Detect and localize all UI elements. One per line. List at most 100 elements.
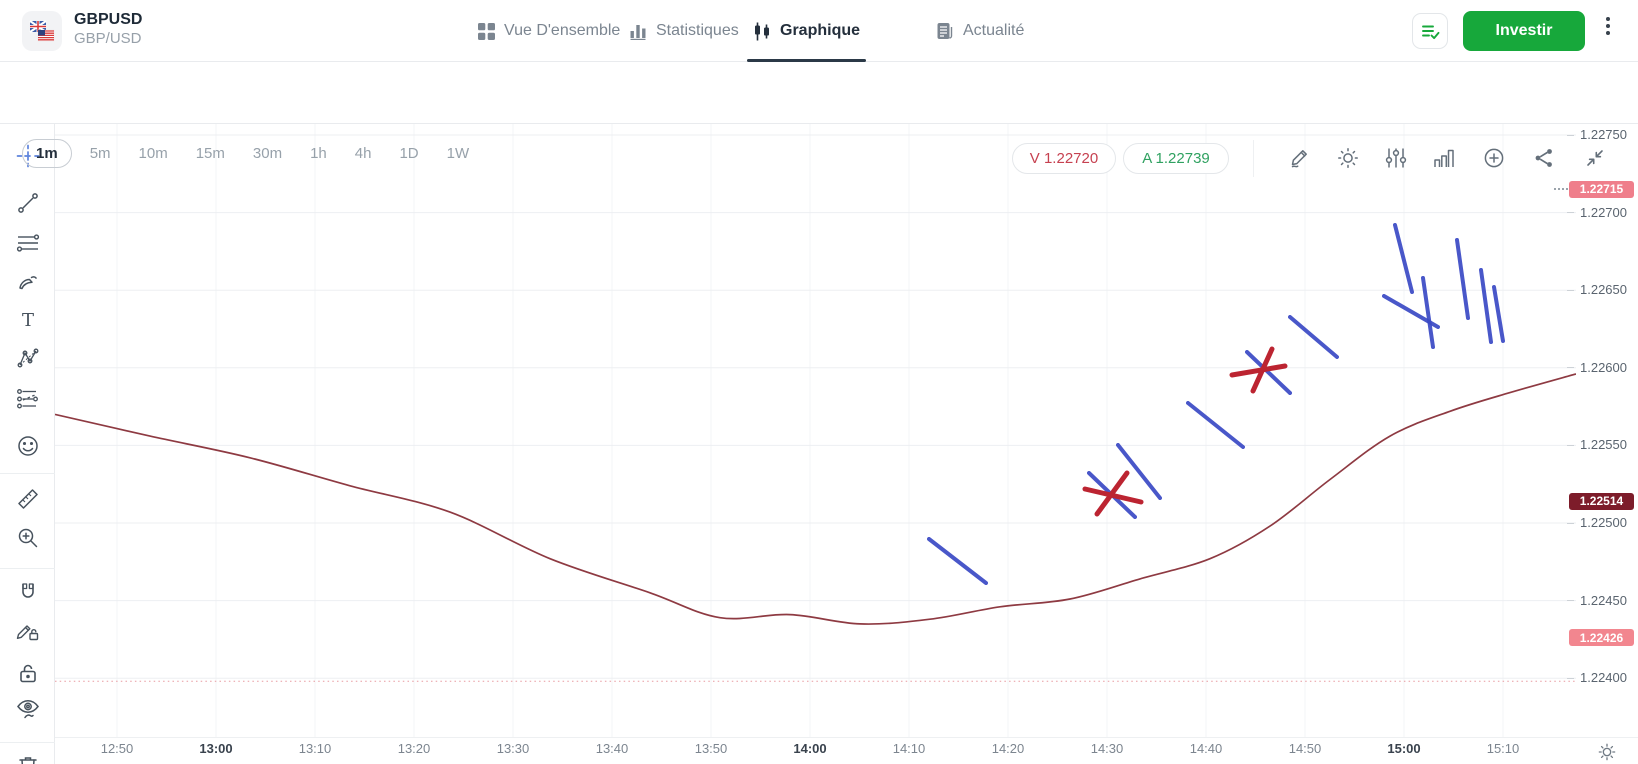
watchlist-check-button[interactable] <box>1412 13 1448 49</box>
gbpusd-flag-icon <box>22 11 62 51</box>
gear-icon[interactable] <box>1336 146 1360 170</box>
pattern-tool-icon[interactable] <box>15 345 41 371</box>
time-label: 14:20 <box>991 741 1025 756</box>
parallel-lines-tool-icon[interactable] <box>15 230 41 256</box>
time-label: 13:20 <box>397 741 431 756</box>
ruler-tool-icon[interactable] <box>15 486 41 512</box>
tab-graphique[interactable]: Graphique <box>746 0 867 62</box>
price-label: 1.22450 <box>1580 592 1627 608</box>
trash-tool-icon[interactable] <box>15 752 41 764</box>
trend-line-annotation[interactable] <box>1455 238 1470 320</box>
price-label: 1.22750 <box>1580 127 1627 142</box>
zoom-in-tool-icon[interactable] <box>15 525 41 551</box>
candlestick-tab-icon <box>753 22 771 41</box>
time-label: 13:50 <box>694 741 728 756</box>
moving-average-line <box>55 373 1576 625</box>
price-tick <box>1567 289 1574 291</box>
price-tick <box>1567 134 1574 136</box>
timeframe-1h[interactable]: 1h <box>310 145 327 162</box>
timeframe-5m[interactable]: 5m <box>89 145 111 162</box>
magnet-tool-icon[interactable] <box>15 580 41 606</box>
timeframe-10m[interactable]: 10m <box>138 145 168 162</box>
price-label: 1.22650 <box>1580 282 1627 298</box>
text-tool-icon[interactable]: T <box>15 307 41 333</box>
price-tick <box>1567 522 1574 524</box>
tab-label: Statistiques <box>656 22 739 39</box>
trend-line-annotation[interactable] <box>1288 315 1339 359</box>
invest-button[interactable]: Investir <box>1463 11 1585 51</box>
trend-line-annotation[interactable] <box>1421 276 1435 349</box>
price-tick <box>1567 444 1574 446</box>
x-mark-annotation[interactable] <box>1229 363 1288 378</box>
sidebar-divider <box>0 742 55 743</box>
price-label: 1.22700 <box>1580 204 1627 220</box>
tab-label: Actualité <box>963 22 1025 39</box>
tab-statistiques[interactable]: Statistiques <box>630 0 739 62</box>
emoji-tool-icon[interactable] <box>15 433 41 459</box>
time-label: 15:10 <box>1486 741 1520 756</box>
current-price-dots <box>1554 188 1568 191</box>
time-label: 13:30 <box>496 741 530 756</box>
time-label: 13:10 <box>298 741 332 756</box>
tab-label: Vue D'ensemble <box>504 22 621 39</box>
price-tick <box>1567 600 1574 602</box>
trend-line-annotation[interactable] <box>1186 401 1245 449</box>
tab-vue-densemble[interactable]: Vue D'ensemble <box>478 0 620 62</box>
timeframe-1W[interactable]: 1W <box>446 145 470 162</box>
time-label: 12:50 <box>100 741 134 756</box>
timeframe-1D[interactable]: 1D <box>399 145 419 162</box>
time-label: 14:40 <box>1189 741 1223 756</box>
time-label: 14:30 <box>1090 741 1124 756</box>
x-mark-annotation[interactable] <box>1094 470 1130 517</box>
buy-price-button[interactable]: A 1.22739 <box>1123 143 1229 174</box>
trend-line-annotation[interactable] <box>927 537 988 585</box>
header: GBPUSD GBP/USD Vue D'ensemble Statistiqu… <box>0 0 1638 62</box>
brush-tool-icon[interactable] <box>15 269 41 295</box>
time-label: 15:00 <box>1387 741 1421 756</box>
candlestick-chart[interactable] <box>55 124 1576 738</box>
tab-actualite[interactable]: Actualité <box>936 0 1024 62</box>
tab-label: Graphique <box>780 22 861 39</box>
timeframe-15m[interactable]: 15m <box>195 145 225 162</box>
timeframe-1m[interactable]: 1m <box>22 139 72 168</box>
us-flag <box>37 29 55 42</box>
share-icon[interactable] <box>1533 146 1557 170</box>
grid-icon <box>478 22 495 40</box>
price-badge: 1.22426 <box>1569 629 1634 647</box>
time-label: 14:00 <box>793 741 827 756</box>
timeframe-4h[interactable]: 4h <box>354 145 372 162</box>
kebab-menu-icon[interactable] <box>1600 17 1616 47</box>
trend-line-annotation[interactable] <box>1492 285 1505 343</box>
drawing-tools-sidebar: T <box>0 124 55 764</box>
price-label: 1.22550 <box>1580 437 1627 453</box>
indicator-candles-icon[interactable] <box>1384 146 1408 170</box>
plus-circle-icon[interactable] <box>1482 146 1506 170</box>
list-check-icon <box>1419 20 1441 42</box>
chart-toolbar: 1m 5m 10m 15m 30m 1h 4h 1D 1W V 1.22720 A 1.2273… <box>0 62 1638 177</box>
sell-price-button[interactable]: V 1.22720 <box>1012 143 1116 174</box>
bar-chart-icon[interactable] <box>1432 146 1456 170</box>
time-label: 13:40 <box>595 741 629 756</box>
hide-drawings-tool-icon[interactable] <box>15 696 41 722</box>
symbol-pair: GBP/USD <box>74 30 142 47</box>
timeframe-selector: 1m 5m 10m 15m 30m 1h 4h 1D 1W <box>22 139 479 168</box>
price-tick <box>1567 212 1574 214</box>
trend-line-annotation[interactable] <box>1479 268 1493 344</box>
trend-line-tool-icon[interactable] <box>15 190 41 216</box>
price-label: 1.22400 <box>1580 670 1627 686</box>
time-label: 14:50 <box>1288 741 1322 756</box>
bar-stats-icon <box>630 23 647 40</box>
settings-gear-icon[interactable] <box>1597 742 1617 762</box>
trend-line-annotation[interactable] <box>1245 350 1292 395</box>
trend-line-annotation[interactable] <box>1116 443 1162 500</box>
collapse-icon[interactable] <box>1583 146 1607 170</box>
x-mark-annotation[interactable] <box>1250 346 1275 394</box>
trend-line-annotation[interactable] <box>1393 223 1414 294</box>
price-badge: 1.22715 <box>1569 180 1634 198</box>
pencil-icon[interactable] <box>1288 146 1312 170</box>
drawing-lock-tool-icon[interactable] <box>15 617 41 643</box>
lock-tool-icon[interactable] <box>15 660 41 686</box>
price-label: 1.22500 <box>1580 515 1627 530</box>
forecast-tool-icon[interactable] <box>15 385 41 411</box>
timeframe-30m[interactable]: 30m <box>252 145 283 162</box>
